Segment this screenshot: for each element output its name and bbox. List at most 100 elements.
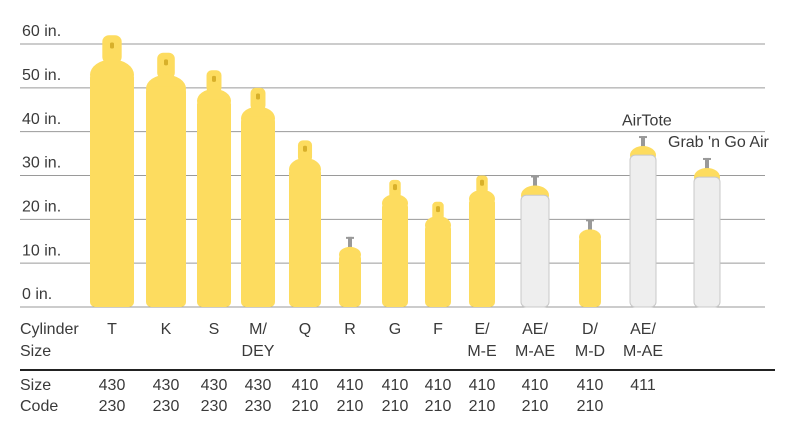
- body: [197, 99, 231, 307]
- valve-dot: [436, 206, 440, 213]
- valve-cap: [531, 175, 539, 178]
- body: [339, 253, 361, 307]
- x-tick-label: AE/: [522, 321, 548, 338]
- x-tick-label: T: [107, 321, 117, 338]
- y-tick-label: 60 in.: [22, 23, 61, 40]
- x-tick-label: G: [389, 321, 401, 338]
- y-tick-label: 40 in.: [22, 111, 61, 128]
- body: [146, 86, 186, 308]
- valve: [348, 236, 352, 249]
- x-tick-label: K: [161, 321, 172, 338]
- cylinder: [241, 87, 275, 307]
- x-tick-label: S: [209, 321, 220, 338]
- category-heading: Size: [20, 343, 51, 360]
- size-code: 430: [153, 377, 180, 394]
- code-heading: Code: [20, 398, 58, 415]
- size-code: 410: [292, 377, 319, 394]
- cylinder: [469, 175, 495, 307]
- y-tick-label: 50 in.: [22, 67, 61, 84]
- body: [425, 223, 451, 307]
- valve: [102, 35, 122, 64]
- cylinder: [146, 52, 186, 308]
- annotation: Grab 'n Go Air: [668, 134, 770, 151]
- size-code: 230: [245, 398, 272, 415]
- valve-cap: [703, 157, 711, 160]
- x-tick-label: R: [344, 321, 356, 338]
- size-code: 410: [425, 377, 452, 394]
- size-code: 410: [382, 377, 409, 394]
- x-tick-label: M-AE: [515, 343, 555, 360]
- size-code: 430: [99, 377, 126, 394]
- body: [382, 201, 408, 307]
- y-tick-label: 10 in.: [22, 242, 61, 259]
- y-tick-label: 0 in.: [22, 286, 52, 303]
- size-code: 210: [469, 398, 496, 415]
- x-tick-label: DEY: [242, 343, 275, 360]
- cylinder: [339, 236, 361, 307]
- cylinder: [382, 179, 408, 307]
- cylinder: [197, 70, 231, 307]
- cylinder: [579, 219, 601, 307]
- body: [520, 194, 550, 308]
- code-heading: Size: [20, 377, 51, 394]
- valve-dot: [256, 93, 260, 100]
- x-tick-label: M-AE: [623, 343, 663, 360]
- body: [693, 176, 721, 308]
- size-code: 210: [382, 398, 409, 415]
- x-tick-label: D/: [582, 321, 599, 338]
- size-code: 210: [292, 398, 319, 415]
- body: [469, 197, 495, 307]
- size-code: 230: [99, 398, 126, 415]
- cylinder: [90, 35, 134, 307]
- body: [289, 167, 321, 307]
- size-code: 410: [577, 377, 604, 394]
- y-tick-label: 20 in.: [22, 199, 61, 216]
- valve-dot: [110, 42, 114, 49]
- size-code: 411: [630, 377, 656, 394]
- annotation: AirTote: [622, 112, 672, 129]
- x-tick-label: M-E: [467, 343, 496, 360]
- valve-dot: [480, 179, 484, 186]
- cylinder: [289, 140, 321, 307]
- valve: [588, 219, 592, 232]
- size-code: 210: [337, 398, 364, 415]
- valve-dot: [164, 59, 168, 66]
- x-tick-label: M/: [249, 321, 267, 338]
- size-code: 410: [337, 377, 364, 394]
- body: [579, 235, 601, 307]
- valve: [533, 175, 537, 188]
- valve-cap: [586, 219, 594, 222]
- size-code: 210: [425, 398, 452, 415]
- valve: [705, 157, 709, 170]
- valve-cap: [346, 236, 354, 239]
- body: [241, 116, 275, 307]
- x-tick-label: F: [433, 321, 443, 338]
- y-tick-label: 30 in.: [22, 155, 61, 172]
- size-code: 210: [522, 398, 549, 415]
- cylinder: [693, 157, 721, 308]
- size-code: 410: [469, 377, 496, 394]
- body: [629, 154, 657, 308]
- valve-dot: [393, 184, 397, 191]
- x-tick-label: AE/: [630, 321, 656, 338]
- category-heading: Cylinder: [20, 321, 79, 338]
- x-tick-label: M-D: [575, 343, 605, 360]
- cylinder: [629, 136, 657, 308]
- valve-cap: [639, 136, 647, 139]
- valve: [641, 136, 645, 149]
- size-code: 430: [201, 377, 228, 394]
- x-tick-label: Q: [299, 321, 311, 338]
- size-code: 230: [201, 398, 228, 415]
- valve-dot: [212, 75, 216, 82]
- size-code: 430: [245, 377, 272, 394]
- valve: [157, 52, 175, 79]
- size-code: 230: [153, 398, 180, 415]
- valve-dot: [303, 145, 307, 152]
- size-code: 410: [522, 377, 549, 394]
- x-tick-label: E/: [474, 321, 490, 338]
- cylinder: [520, 175, 550, 308]
- size-code: 210: [577, 398, 604, 415]
- cylinder: [425, 201, 451, 307]
- body: [90, 72, 134, 307]
